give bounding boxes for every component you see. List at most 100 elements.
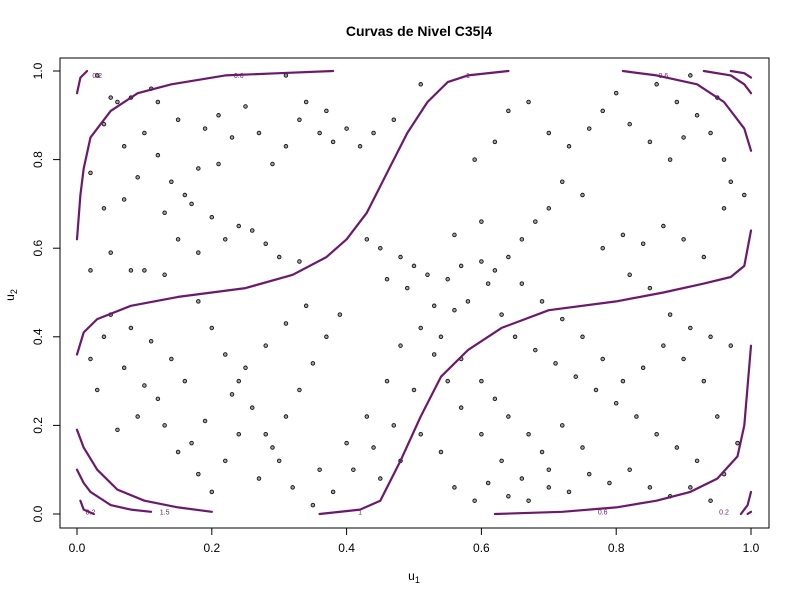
data-point <box>101 206 107 211</box>
data-point <box>735 440 740 446</box>
x-axis-label-sub: 1 <box>415 575 420 585</box>
data-point <box>263 432 268 437</box>
data-point <box>209 325 215 331</box>
data-point <box>135 175 140 180</box>
data-point <box>310 502 316 508</box>
data-point <box>236 432 242 437</box>
contour-line <box>75 428 213 513</box>
data-point <box>613 90 619 96</box>
data-point <box>243 104 248 109</box>
data-point <box>283 144 289 149</box>
data-point <box>175 237 181 242</box>
contour-label: 0.2 <box>92 73 102 80</box>
data-point <box>506 254 511 260</box>
data-point <box>519 237 525 242</box>
data-point <box>607 480 612 486</box>
y-tick-label: 1.0 <box>31 62 45 79</box>
data-point <box>142 130 147 136</box>
data-point <box>667 157 673 162</box>
data-point <box>694 458 700 464</box>
x-axis-label: u1 <box>408 569 420 585</box>
data-point <box>701 254 707 260</box>
data-point <box>283 414 289 419</box>
data-point <box>276 254 282 260</box>
data-point <box>546 130 552 136</box>
contour-label: 0.6 <box>659 73 669 80</box>
data-point <box>681 135 686 140</box>
data-point <box>566 489 572 495</box>
data-point <box>620 232 626 238</box>
data-point <box>492 268 498 273</box>
data-point <box>263 241 268 247</box>
data-point <box>88 268 93 273</box>
data-point <box>276 458 282 464</box>
data-point <box>728 343 734 348</box>
data-point <box>479 432 484 437</box>
data-point <box>715 414 720 419</box>
data-point <box>351 467 356 472</box>
data-point <box>566 144 572 149</box>
data-point <box>155 99 161 105</box>
data-point <box>519 476 525 481</box>
data-point <box>688 73 693 78</box>
data-point <box>182 378 188 384</box>
data-point <box>330 139 336 145</box>
data-point <box>337 312 343 317</box>
data-point <box>162 210 167 216</box>
data-point <box>492 396 498 402</box>
x-tick-label: 0.6 <box>473 541 490 555</box>
data-point <box>223 237 228 242</box>
data-point <box>681 356 686 362</box>
data-point <box>688 325 693 331</box>
contour-label: 1 <box>358 509 362 516</box>
data-point <box>175 449 181 455</box>
data-point <box>546 467 552 472</box>
data-point <box>580 445 585 450</box>
data-point <box>647 485 653 490</box>
data-point <box>452 485 457 490</box>
data-point <box>499 458 504 464</box>
contour-line <box>75 69 335 241</box>
data-points <box>88 73 747 508</box>
y-axis-label-sub: 2 <box>9 289 19 294</box>
data-point <box>526 498 531 503</box>
y-axis-label-main: u <box>3 294 17 301</box>
data-point <box>445 378 450 384</box>
data-point <box>324 108 329 114</box>
contour-line <box>318 229 753 516</box>
data-point <box>182 192 188 198</box>
data-point <box>121 365 127 371</box>
data-point <box>533 347 538 353</box>
data-point <box>216 113 221 118</box>
data-point <box>506 494 511 499</box>
data-point <box>708 130 713 136</box>
data-point <box>317 467 322 472</box>
data-point <box>438 449 444 455</box>
data-point <box>94 387 100 393</box>
data-point <box>688 485 693 490</box>
data-point <box>283 73 289 78</box>
data-point <box>196 471 201 477</box>
data-point <box>721 206 727 211</box>
data-point <box>405 285 410 291</box>
data-point <box>600 108 605 114</box>
data-point <box>263 343 268 348</box>
data-point <box>169 356 174 362</box>
data-point <box>472 157 477 162</box>
data-point <box>196 166 201 171</box>
data-point <box>627 467 632 472</box>
data-point <box>121 197 127 202</box>
x-tick-label: 0.8 <box>608 541 625 555</box>
data-point <box>297 117 302 122</box>
data-point <box>458 263 464 269</box>
data-point <box>667 312 673 317</box>
data-point <box>243 365 248 371</box>
data-point <box>189 440 194 446</box>
contour-line <box>75 468 153 513</box>
data-point <box>674 99 680 105</box>
data-point <box>303 99 309 105</box>
y-axis-label: u2 <box>3 289 19 301</box>
data-point <box>600 245 605 251</box>
data-point <box>580 334 585 340</box>
data-point <box>148 338 154 344</box>
